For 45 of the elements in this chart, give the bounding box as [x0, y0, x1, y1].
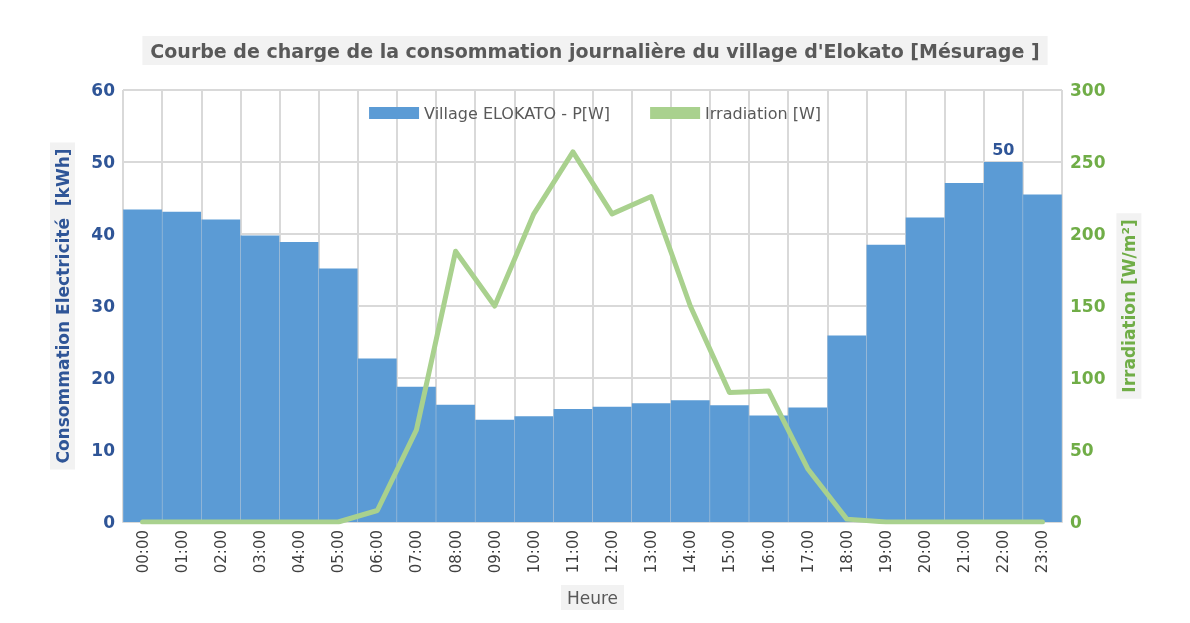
y-tick-label: 10	[91, 440, 116, 460]
x-tick-label: 02:00	[211, 530, 230, 574]
x-tick-label: 18:00	[837, 530, 856, 574]
y2-tick-label: 300	[1070, 80, 1106, 100]
x-tick-label: 13:00	[642, 530, 661, 574]
x-tick-label: 03:00	[250, 530, 269, 574]
y2-tick-label: 200	[1070, 224, 1106, 244]
x-tick-label: 08:00	[446, 530, 465, 574]
x-tick-label: 14:00	[681, 530, 700, 574]
x-tick-label: 06:00	[368, 530, 387, 574]
y-axis-title: Consommation Electricité [kWh]	[52, 148, 73, 464]
y2-tick-label: 50	[1070, 440, 1094, 460]
y-tick-label: 30	[91, 296, 116, 316]
legend-label: Village ELOKATO - P[W]	[424, 103, 611, 123]
y-tick-label: 0	[103, 512, 116, 532]
x-tick-label: 16:00	[759, 530, 778, 574]
x-tick-label: 00:00	[133, 530, 152, 574]
x-tick-label: 20:00	[916, 530, 935, 574]
y2-tick-label: 250	[1070, 152, 1106, 172]
x-tick-label: 01:00	[172, 530, 191, 574]
y2-axis-title: Irradiation [W/m²]	[1118, 219, 1139, 393]
x-tick-label: 07:00	[407, 530, 426, 574]
y-tick-label: 40	[91, 224, 116, 244]
x-tick-label: 09:00	[485, 530, 504, 574]
x-axis-title: Heure	[566, 587, 619, 608]
x-tick-label: 04:00	[290, 530, 309, 574]
y-tick-label: 20	[91, 368, 116, 388]
x-tick-label: 17:00	[798, 530, 817, 574]
chart-title: Courbe de charge de la consommation journalière du village d'Elokato [Mésurage ]	[150, 39, 1040, 62]
x-tick-label: 12:00	[603, 530, 622, 574]
legend-label: Irradiation [W]	[705, 103, 821, 123]
y-tick-label: 60	[91, 80, 116, 100]
y2-tick-label: 150	[1070, 296, 1106, 316]
data-label: 50	[992, 139, 1015, 159]
x-tick-label: 19:00	[876, 530, 895, 574]
x-tick-label: 22:00	[994, 530, 1013, 574]
x-tick-label: 15:00	[720, 530, 739, 574]
y2-tick-label: 100	[1070, 368, 1106, 388]
x-tick-label: 11:00	[563, 530, 582, 574]
x-tick-label: 21:00	[955, 530, 974, 574]
y-tick-label: 50	[91, 152, 116, 172]
x-tick-label: 10:00	[524, 530, 543, 574]
x-tick-label: 23:00	[1033, 530, 1052, 574]
x-tick-label: 05:00	[329, 530, 348, 574]
y2-tick-label: 0	[1070, 512, 1082, 532]
